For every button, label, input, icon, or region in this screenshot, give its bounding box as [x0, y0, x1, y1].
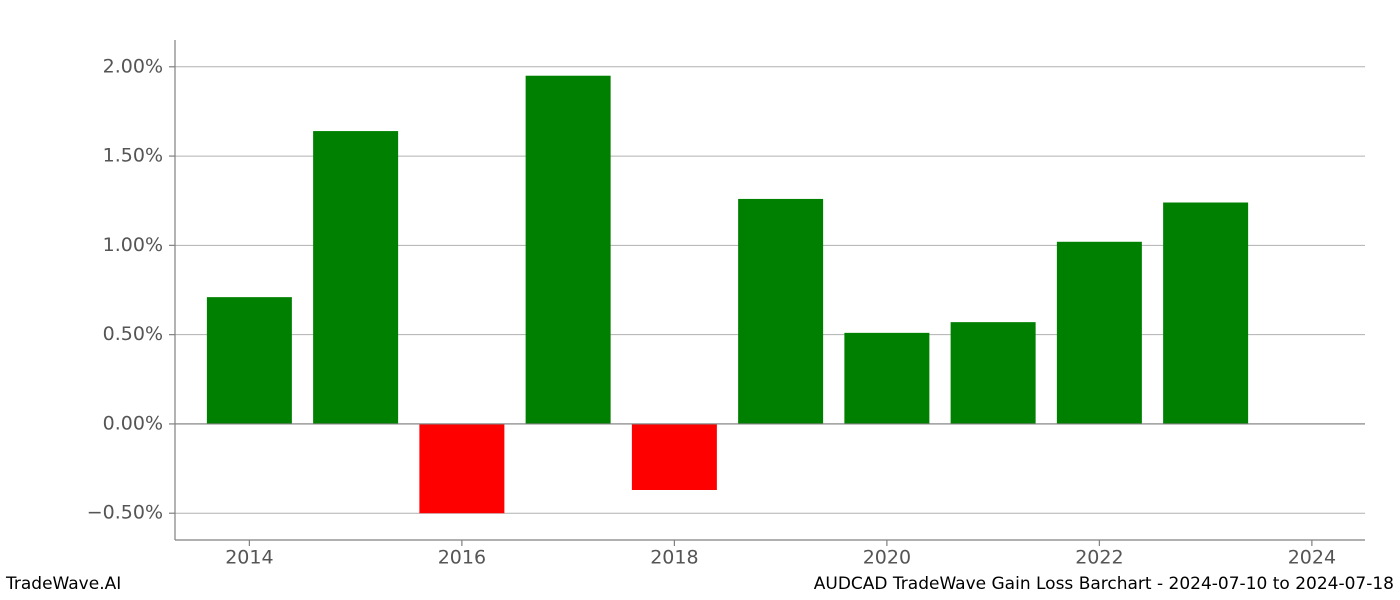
x-tick-label: 2018	[650, 547, 698, 569]
y-tick-label: 1.50%	[103, 145, 163, 167]
x-tick-label: 2024	[1288, 547, 1336, 569]
x-tick-label: 2022	[1075, 547, 1123, 569]
bar-chart: −0.50% 0.00% 0.50% 1.00% 1.50% 2.00% 2014 2016 2…	[0, 0, 1400, 600]
x-tick-label: 2020	[863, 547, 911, 569]
watermark-left: TradeWave.AI	[6, 574, 121, 594]
bar	[419, 424, 504, 513]
y-tick-label: 1.00%	[103, 234, 163, 256]
x-tick-label: 2014	[225, 547, 273, 569]
chart-caption: AUDCAD TradeWave Gain Loss Barchart - 20…	[814, 574, 1394, 594]
y-tick-label: 0.50%	[103, 323, 163, 345]
y-tick-label: 0.00%	[103, 412, 163, 434]
bar	[632, 424, 717, 490]
bar	[1057, 242, 1142, 424]
y-tick-label: 2.00%	[103, 55, 163, 77]
chart-container: −0.50% 0.00% 0.50% 1.00% 1.50% 2.00% 2014 2016 2…	[0, 0, 1400, 600]
x-tick-label: 2016	[438, 547, 486, 569]
bar	[844, 333, 929, 424]
bar	[951, 322, 1036, 424]
bar	[313, 131, 398, 424]
bar	[526, 76, 611, 424]
y-tick-label: −0.50%	[87, 502, 163, 524]
bar	[207, 297, 292, 424]
bar	[738, 199, 823, 424]
bar	[1163, 203, 1248, 424]
